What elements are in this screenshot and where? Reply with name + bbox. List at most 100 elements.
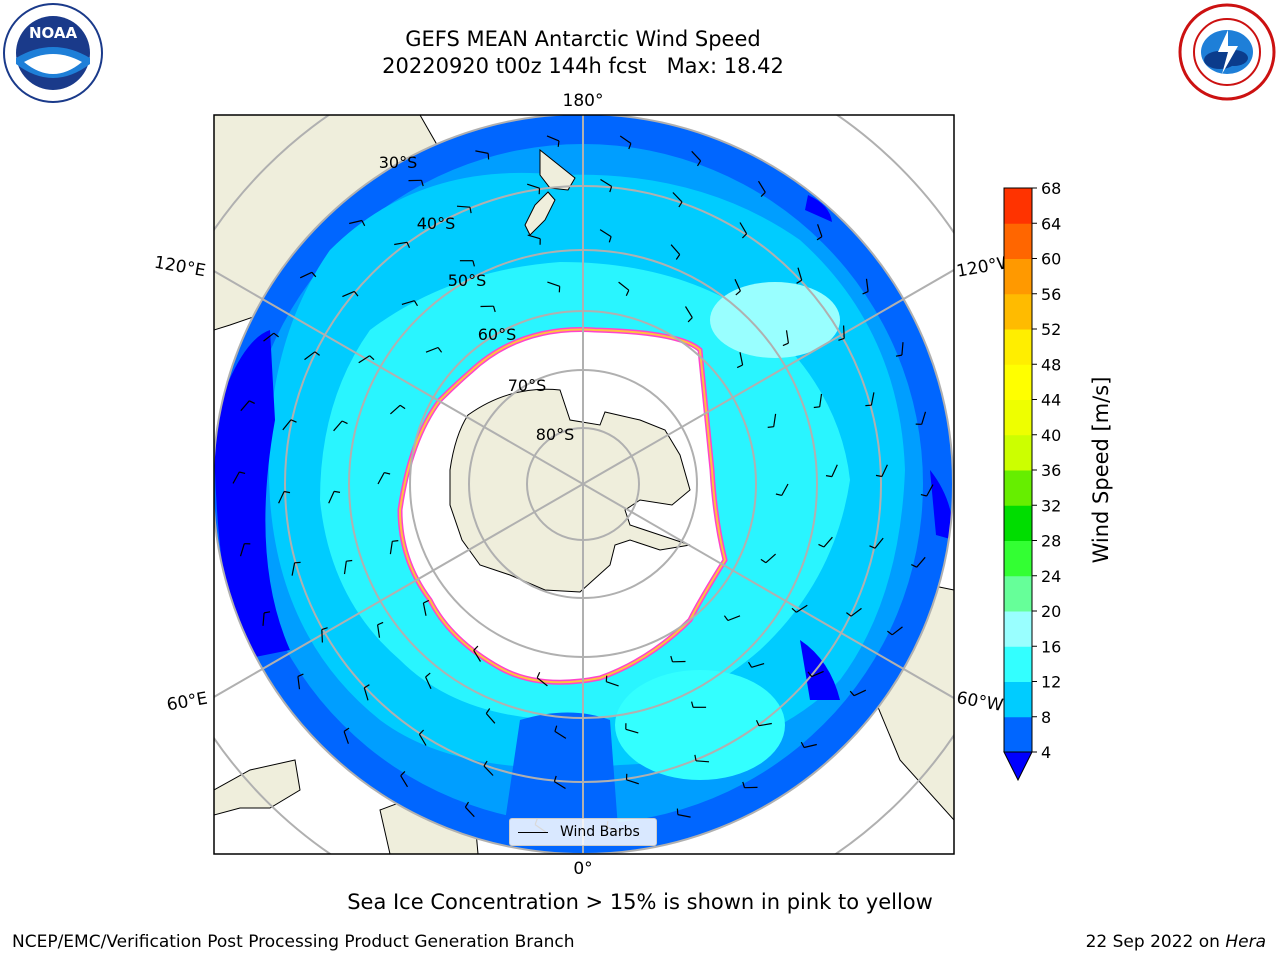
wind-barb-flag bbox=[687, 317, 693, 323]
wind-barb bbox=[418, 733, 427, 746]
wind-barb bbox=[554, 781, 566, 790]
lat-label-40s: 40°S bbox=[417, 214, 456, 233]
colorbar-segment bbox=[1004, 470, 1032, 506]
colorbar-segment bbox=[1004, 611, 1032, 647]
wind-barb-flag bbox=[420, 180, 424, 187]
wind-barb bbox=[881, 464, 888, 477]
graticule bbox=[214, 115, 954, 854]
colorbar-tick-label: 40 bbox=[1041, 426, 1061, 445]
wind-barb-legend-label: Wind Barbs bbox=[560, 824, 640, 840]
colorbar-tick-label: 24 bbox=[1041, 567, 1061, 586]
wind-barb-flag bbox=[691, 701, 694, 708]
wind-barb bbox=[891, 626, 903, 636]
wind-barb-flag bbox=[816, 236, 823, 241]
lat-label-30s: 30°S bbox=[379, 153, 418, 172]
wind-barb bbox=[734, 278, 741, 292]
wind-barb bbox=[831, 464, 838, 477]
wind-barb-flag bbox=[413, 300, 419, 307]
sea-ice-note: Sea Ice Concentration > 15% is shown in … bbox=[347, 890, 933, 914]
wind-barb bbox=[527, 234, 541, 240]
colorbar-segment bbox=[1004, 258, 1032, 295]
title-line-2: 20220920 t00z 144h fcst Max: 18.42 bbox=[382, 54, 784, 78]
wind-barb-flag bbox=[341, 420, 348, 425]
wind-barb bbox=[781, 483, 789, 496]
wind-barb bbox=[618, 281, 630, 291]
wind-barb bbox=[547, 281, 560, 287]
wind-barb-flag bbox=[760, 558, 767, 564]
colorbar-tick-label: 36 bbox=[1041, 461, 1061, 480]
wind-barb bbox=[483, 765, 494, 776]
wind-barb-flag bbox=[483, 760, 488, 767]
wind-barb-flag bbox=[767, 426, 774, 428]
wind-barb bbox=[422, 602, 427, 616]
wind-barb bbox=[297, 676, 301, 690]
wind-barb-flag bbox=[694, 754, 697, 761]
wind-barb-flag bbox=[625, 289, 630, 296]
wind-barb-flag bbox=[800, 741, 805, 748]
wind-barb-legend-line bbox=[518, 832, 548, 833]
wind-barb bbox=[349, 219, 363, 225]
wind-barb bbox=[304, 351, 316, 361]
lat-label-60s: 60°S bbox=[478, 325, 517, 344]
wind-barb bbox=[278, 491, 285, 504]
wind-barb bbox=[684, 306, 693, 318]
footer-credit: NCEP/EMC/Verification Post Processing Pr… bbox=[12, 932, 575, 952]
wind-barb-flag bbox=[723, 615, 729, 621]
wind-barb-flag bbox=[791, 607, 797, 613]
wind-barb bbox=[600, 178, 612, 187]
wind-barb bbox=[619, 135, 632, 144]
wind-barb bbox=[796, 604, 808, 613]
wind-barb-flag bbox=[346, 559, 353, 562]
colorbar-tick-label: 32 bbox=[1041, 496, 1061, 515]
wind-barb bbox=[377, 472, 385, 485]
wind-barb bbox=[363, 687, 369, 701]
wind-barb-flag bbox=[536, 672, 541, 679]
lat-label-70s: 70°S bbox=[508, 376, 547, 395]
wind-barb-flag bbox=[608, 236, 612, 243]
land-new-zealand bbox=[524, 148, 576, 236]
wind-barb bbox=[850, 607, 862, 617]
wind-barb bbox=[691, 150, 702, 162]
wind-barb-flag bbox=[755, 720, 760, 726]
colorbar-label: Wind Speed [m/s] bbox=[1089, 377, 1113, 564]
colorbar-segment bbox=[1004, 716, 1032, 753]
wind-barb-flag bbox=[399, 404, 406, 410]
wind-barb-flag bbox=[249, 400, 255, 404]
colorbar-tick-label: 20 bbox=[1041, 602, 1061, 621]
wind-barb bbox=[546, 135, 560, 142]
wind-barb-flag bbox=[333, 490, 341, 493]
wind-barb-flag bbox=[670, 655, 674, 662]
wind-barb bbox=[670, 244, 681, 255]
wind-barb bbox=[672, 192, 683, 203]
wind-barb bbox=[874, 537, 884, 549]
wind-barb bbox=[739, 352, 744, 366]
wind-barb-flag bbox=[384, 472, 391, 475]
colorbar-tick-label: 68 bbox=[1041, 180, 1061, 198]
colorbar-segment bbox=[1004, 434, 1032, 471]
wind-barb-flag bbox=[492, 306, 496, 313]
lon-label-60e: 60°E bbox=[165, 689, 209, 716]
lon-label-120e: 120°E bbox=[153, 253, 207, 282]
wind-barb-flag bbox=[609, 186, 613, 193]
wind-barb bbox=[625, 728, 639, 734]
wind-barb-flag bbox=[875, 474, 883, 478]
wind-barb bbox=[751, 663, 765, 668]
wind-barb bbox=[677, 814, 691, 818]
land-madagascar bbox=[214, 759, 301, 816]
wind-barb-flag bbox=[742, 781, 746, 788]
wind-barb-flag bbox=[406, 242, 411, 248]
wind-barb bbox=[239, 543, 245, 557]
wind-barb-flag bbox=[425, 672, 431, 678]
wind-barb bbox=[853, 689, 867, 697]
wind-barb-flag bbox=[297, 673, 304, 677]
wind-barb bbox=[765, 553, 776, 564]
wind-barb-flag bbox=[678, 201, 683, 208]
wind-barb-flag bbox=[472, 260, 475, 267]
wind-barb bbox=[389, 541, 393, 555]
wind-barb bbox=[817, 224, 823, 237]
wind-barb-flag bbox=[377, 621, 384, 626]
wind-barb-flag bbox=[813, 406, 820, 409]
lon-label-180: 180° bbox=[563, 91, 604, 111]
lon-label-0: 0° bbox=[573, 859, 592, 879]
